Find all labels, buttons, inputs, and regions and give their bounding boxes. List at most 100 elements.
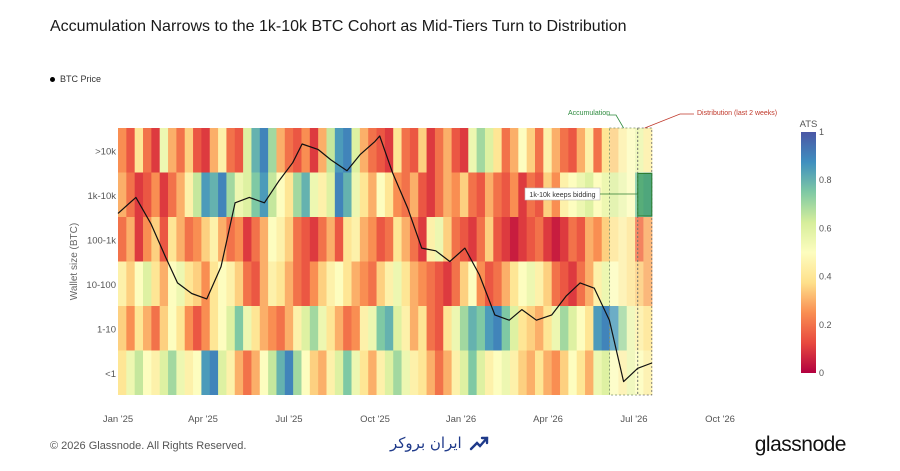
- legend[interactable]: BTC Price: [50, 74, 101, 84]
- heatmap-cell: [326, 217, 336, 262]
- heatmap-cell: [126, 217, 136, 262]
- heatmap-cell: [234, 350, 244, 395]
- heatmap-cell: [226, 261, 236, 306]
- heatmap-cell: [551, 350, 561, 395]
- heatmap-cell: [426, 217, 436, 262]
- heatmap-cell: [351, 217, 361, 262]
- heatmap-cell: [610, 172, 620, 217]
- heatmap-cell: [151, 261, 161, 306]
- heatmap-cell: [293, 172, 303, 217]
- y-tick-label: >10k: [95, 146, 116, 157]
- heatmap-cell: [326, 306, 336, 351]
- heatmap-cell: [351, 261, 361, 306]
- heatmap-cell: [284, 217, 294, 262]
- heatmap-cell: [384, 261, 394, 306]
- heatmap-cell: [276, 261, 286, 306]
- heatmap-cell: [243, 217, 253, 262]
- heatmap-cell: [209, 350, 219, 395]
- heatmap-cell: [643, 217, 653, 262]
- heatmap-cell: [351, 350, 361, 395]
- heatmap-cell: [268, 128, 278, 173]
- heatmap-cell: [334, 350, 344, 395]
- heatmap-cell: [434, 350, 444, 395]
- heatmap-cell: [393, 350, 403, 395]
- heatmap-cell: [268, 217, 278, 262]
- heatmap-cell: [418, 261, 428, 306]
- heatmap-cell: [635, 261, 645, 306]
- heatmap-cell: [376, 172, 386, 217]
- heatmap-cell: [276, 128, 286, 173]
- heatmap-cell: [134, 306, 144, 351]
- heatmap-cell: [568, 350, 578, 395]
- heatmap-cell: [243, 172, 253, 217]
- heatmap-cell: [218, 172, 228, 217]
- copyright-text: © 2026 Glassnode. All Rights Reserved.: [50, 440, 247, 452]
- heatmap-cell: [326, 261, 336, 306]
- heatmap-cell: [259, 350, 269, 395]
- heatmap-cell: [151, 217, 161, 262]
- heatmap-cell: [560, 350, 569, 395]
- heatmap-cell: [543, 128, 553, 173]
- heatmap-cell: [601, 261, 611, 306]
- heatmap-cell: [151, 172, 161, 217]
- heatmap-cell: [526, 350, 536, 395]
- heatmap-cell: [459, 128, 469, 173]
- heatmap-cell: [576, 350, 586, 395]
- heatmap-cell: [618, 261, 628, 306]
- heatmap-cell: [560, 217, 569, 262]
- heatmap-cell: [209, 217, 219, 262]
- heatmap-cell: [501, 306, 511, 351]
- heatmap-cell: [535, 350, 544, 395]
- heatmap-cell: [334, 217, 344, 262]
- heatmap-cell: [384, 306, 394, 351]
- heatmap-cell: [151, 350, 161, 395]
- heatmap-cell: [576, 217, 586, 262]
- heatmap-cell: [201, 128, 211, 173]
- heatmap-cell: [585, 128, 594, 173]
- heatmap-cell: [409, 128, 419, 173]
- heatmap-cell: [251, 350, 261, 395]
- heatmap-cell: [451, 350, 461, 395]
- heatmap-cell: [535, 217, 544, 262]
- heatmap-cell: [284, 261, 294, 306]
- heatmap-cell: [568, 306, 578, 351]
- heatmap-cell: [259, 128, 269, 173]
- heatmap-cell: [134, 261, 144, 306]
- heatmap-cell: [409, 261, 419, 306]
- heatmap-cell: [618, 128, 628, 173]
- heatmap-cell: [309, 128, 319, 173]
- heatmap-cell: [484, 217, 494, 262]
- heatmap-cell: [401, 261, 411, 306]
- heatmap-cell: [268, 350, 278, 395]
- heatmap-cell: [301, 128, 311, 173]
- colorbar-tick-label: 0.2: [819, 320, 832, 330]
- heatmap-cell: [334, 172, 344, 217]
- heatmap-cell: [626, 261, 636, 306]
- heatmap-cell: [309, 306, 319, 351]
- heatmap-cell: [318, 172, 328, 217]
- heatmap-cell: [276, 172, 286, 217]
- heatmap-cell: [209, 306, 219, 351]
- heatmap-cell: [501, 261, 511, 306]
- heatmap-cell: [193, 261, 203, 306]
- heatmap-cell: [376, 217, 386, 262]
- heatmap-cell: [218, 128, 228, 173]
- heatmap-cell: [284, 128, 294, 173]
- heatmap-cell: [151, 306, 161, 351]
- heatmap-cell: [118, 128, 127, 173]
- heatmap-cell: [368, 261, 378, 306]
- heatmap-cell: [551, 217, 561, 262]
- annotation-accumulation-leader: [607, 114, 624, 129]
- heatmap-cell: [293, 261, 303, 306]
- heatmap-cell: [451, 306, 461, 351]
- heatmap-cell: [118, 217, 127, 262]
- heatmap-cell: [509, 128, 519, 173]
- heatmap-cell: [451, 128, 461, 173]
- heatmap-cell: [468, 306, 478, 351]
- glassnode-logo: glassnode: [754, 433, 847, 456]
- heatmap-cell: [468, 350, 478, 395]
- heatmap-cell: [293, 306, 303, 351]
- heatmap-cell: [243, 261, 253, 306]
- heatmap-cell: [243, 350, 253, 395]
- heatmap-cell: [384, 128, 394, 173]
